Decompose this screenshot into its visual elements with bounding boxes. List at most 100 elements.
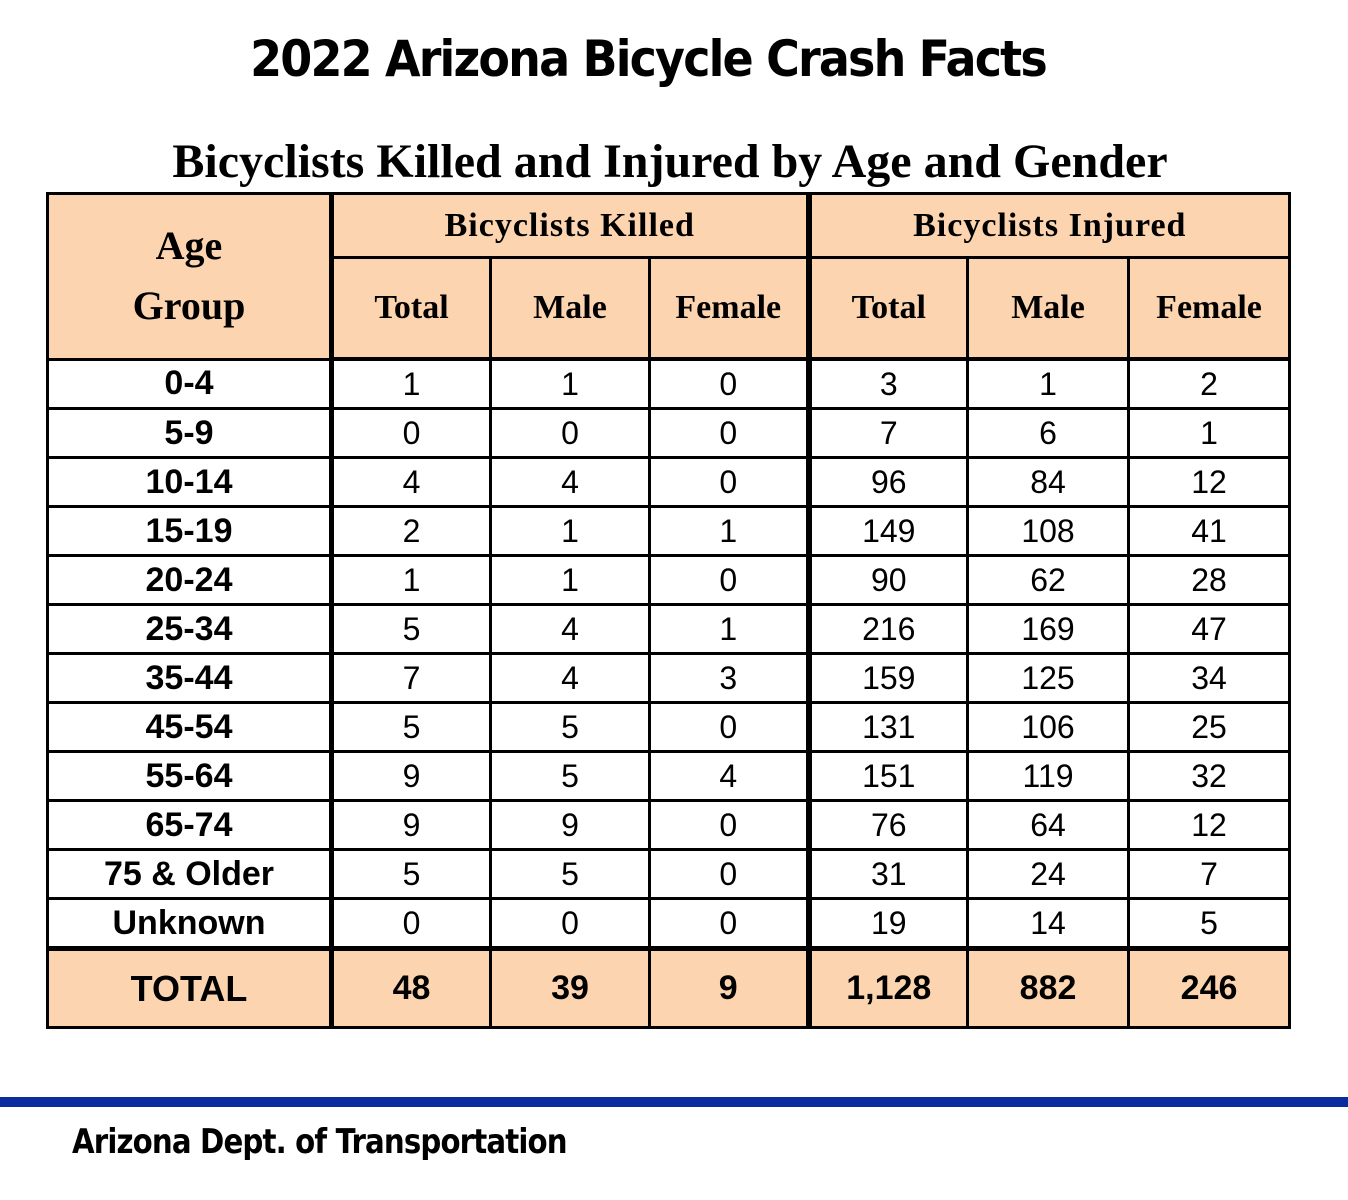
killed-total-sum-cell: 48 xyxy=(330,946,492,1029)
killed-male-header: Male xyxy=(489,256,651,361)
age-cell: 15-19 xyxy=(46,505,334,557)
killed-total-cell: 2 xyxy=(330,505,492,557)
injured-male-cell: 6 xyxy=(966,407,1131,459)
killed-female-cell: 0 xyxy=(647,897,812,950)
killed-group-header: Bicyclists Killed xyxy=(329,192,812,259)
injured-female-cell: 1 xyxy=(1127,407,1292,459)
killed-female-cell: 1 xyxy=(647,505,812,557)
injured-male-sum-cell: 882 xyxy=(966,946,1131,1029)
killed-male-cell: 5 xyxy=(489,750,651,802)
killed-female-cell: 3 xyxy=(647,652,812,704)
killed-total-cell: 7 xyxy=(330,652,492,704)
killed-female-cell: 1 xyxy=(647,603,812,655)
total-label-cell: TOTAL xyxy=(46,946,334,1029)
age-cell: Unknown xyxy=(46,897,334,950)
age-cell: 75 & Older xyxy=(46,848,334,900)
injured-male-cell: 14 xyxy=(966,897,1131,950)
killed-female-cell: 0 xyxy=(647,407,812,459)
killed-total-cell: 9 xyxy=(330,799,492,851)
injured-total-cell: 151 xyxy=(807,750,970,802)
killed-total-cell: 4 xyxy=(330,456,492,508)
age-cell: 0-4 xyxy=(46,357,334,410)
table-row: 35-44 7 4 3 159 125 34 xyxy=(46,652,1292,704)
injured-total-cell: 90 xyxy=(807,554,970,606)
injured-male-cell: 64 xyxy=(966,799,1131,851)
injured-female-cell: 47 xyxy=(1127,603,1292,655)
injured-total-cell: 19 xyxy=(807,897,970,950)
killed-total-cell: 0 xyxy=(330,897,492,950)
table-row: 75 & Older 5 5 0 31 24 7 xyxy=(46,848,1292,900)
table-row: 20-24 1 1 0 90 62 28 xyxy=(46,554,1292,606)
injured-total-cell: 159 xyxy=(807,652,970,704)
injured-group-header: Bicyclists Injured xyxy=(807,192,1292,259)
injured-female-cell: 25 xyxy=(1127,701,1292,753)
killed-male-cell: 0 xyxy=(489,407,651,459)
killed-male-cell: 5 xyxy=(489,701,651,753)
killed-total-cell: 9 xyxy=(330,750,492,802)
killed-total-cell: 0 xyxy=(330,407,492,459)
injured-female-cell: 28 xyxy=(1127,554,1292,606)
killed-female-cell: 0 xyxy=(647,357,812,410)
injured-female-cell: 7 xyxy=(1127,848,1292,900)
age-header-line2: Group xyxy=(132,283,246,329)
age-cell: 35-44 xyxy=(46,652,334,704)
injured-total-cell: 96 xyxy=(807,456,970,508)
killed-male-cell: 5 xyxy=(489,848,651,900)
injured-male-cell: 62 xyxy=(966,554,1131,606)
total-row: TOTAL 48 39 9 1,128 882 246 xyxy=(46,946,1292,1029)
table-row: 0-4 1 1 0 3 1 2 xyxy=(46,357,1292,410)
injured-total-cell: 131 xyxy=(807,701,970,753)
injured-male-cell: 1 xyxy=(966,357,1131,410)
injured-male-cell: 169 xyxy=(966,603,1131,655)
injured-total-cell: 3 xyxy=(807,357,970,410)
killed-male-cell: 4 xyxy=(489,456,651,508)
injured-male-cell: 125 xyxy=(966,652,1131,704)
injured-female-cell: 34 xyxy=(1127,652,1292,704)
age-cell: 65-74 xyxy=(46,799,334,851)
killed-female-cell: 0 xyxy=(647,848,812,900)
injured-total-cell: 31 xyxy=(807,848,970,900)
injured-male-cell: 106 xyxy=(966,701,1131,753)
table-row: 5-9 0 0 0 7 6 1 xyxy=(46,407,1292,459)
killed-male-cell: 1 xyxy=(489,357,651,410)
age-cell: 45-54 xyxy=(46,701,334,753)
injured-male-header: Male xyxy=(966,256,1131,361)
killed-total-cell: 5 xyxy=(330,701,492,753)
injured-total-header: Total xyxy=(807,256,970,361)
footer-source: Arizona Dept. of Transportation xyxy=(72,1122,568,1162)
killed-male-cell: 4 xyxy=(489,652,651,704)
killed-male-cell: 1 xyxy=(489,554,651,606)
injured-female-cell: 32 xyxy=(1127,750,1292,802)
table-row: 15-19 2 1 1 149 108 41 xyxy=(46,505,1292,557)
page-title: 2022 Arizona Bicycle Crash Facts xyxy=(250,30,1048,88)
killed-female-cell: 4 xyxy=(647,750,812,802)
killed-male-cell: 1 xyxy=(489,505,651,557)
killed-total-cell: 5 xyxy=(330,603,492,655)
age-cell: 20-24 xyxy=(46,554,334,606)
killed-male-cell: 0 xyxy=(489,897,651,950)
table-row: 65-74 9 9 0 76 64 12 xyxy=(46,799,1292,851)
killed-male-cell: 4 xyxy=(489,603,651,655)
injured-male-cell: 108 xyxy=(966,505,1131,557)
footer-divider xyxy=(0,1097,1348,1107)
injured-female-header: Female xyxy=(1127,256,1292,361)
injured-total-cell: 149 xyxy=(807,505,970,557)
killed-male-cell: 9 xyxy=(489,799,651,851)
killed-female-cell: 0 xyxy=(647,701,812,753)
table-row: 55-64 9 5 4 151 119 32 xyxy=(46,750,1292,802)
injured-female-cell: 2 xyxy=(1127,357,1292,410)
age-cell: 25-34 xyxy=(46,603,334,655)
killed-total-cell: 5 xyxy=(330,848,492,900)
injured-female-cell: 5 xyxy=(1127,897,1292,950)
table-row: Unknown 0 0 0 19 14 5 xyxy=(46,897,1292,950)
table-row: 25-34 5 4 1 216 169 47 xyxy=(46,603,1292,655)
injured-total-cell: 7 xyxy=(807,407,970,459)
table-row: 10-14 4 4 0 96 84 12 xyxy=(46,456,1292,508)
injured-male-cell: 24 xyxy=(966,848,1131,900)
injured-male-cell: 119 xyxy=(966,750,1131,802)
age-cell: 55-64 xyxy=(46,750,334,802)
killed-female-cell: 0 xyxy=(647,799,812,851)
injured-female-sum-cell: 246 xyxy=(1127,946,1292,1029)
table-row: 45-54 5 5 0 131 106 25 xyxy=(46,701,1292,753)
killed-female-sum-cell: 9 xyxy=(647,946,812,1029)
